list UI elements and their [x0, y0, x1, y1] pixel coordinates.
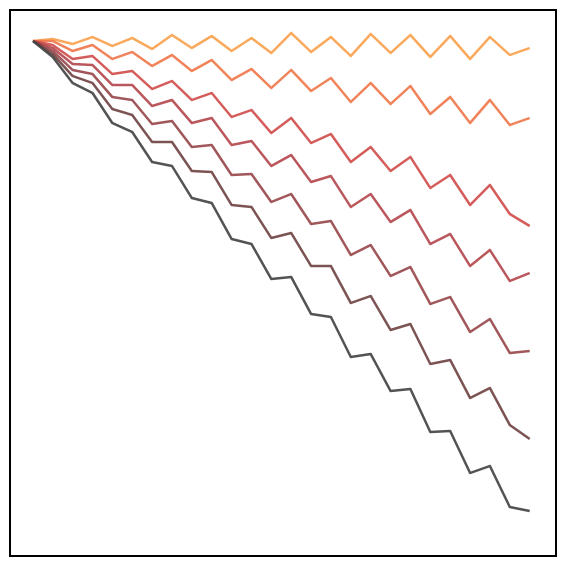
series-line: [32, 39, 531, 283]
series-line: [32, 31, 531, 61]
series-line: [32, 40, 530, 513]
series-line: [32, 39, 531, 228]
series-line: [32, 39, 530, 355]
series-line: [32, 39, 531, 127]
frame: [9, 9, 557, 557]
series-line: [32, 39, 531, 441]
plot-area: [32, 31, 531, 513]
